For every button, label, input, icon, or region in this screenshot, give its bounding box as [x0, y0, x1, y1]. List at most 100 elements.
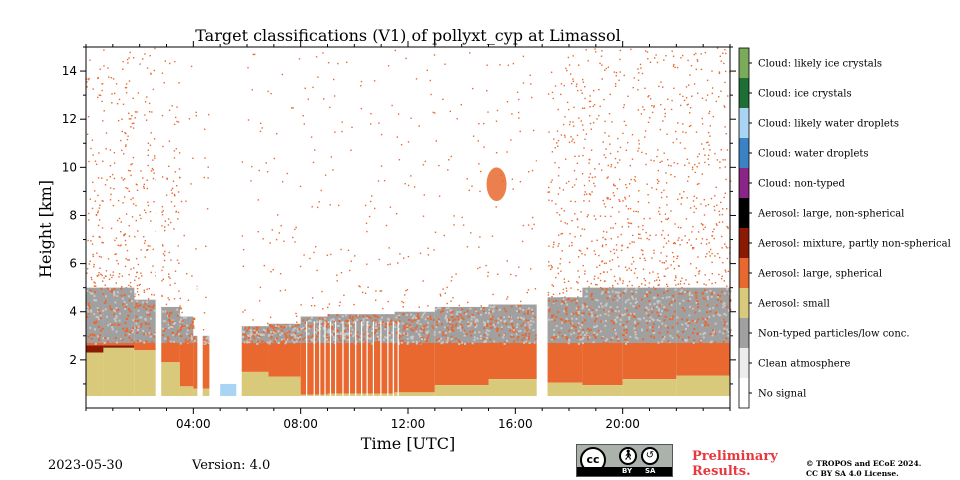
- band-speckle: [459, 319, 462, 322]
- band-speckle: [422, 336, 425, 339]
- band-speckle: [113, 318, 116, 321]
- speckle-mark: [117, 199, 120, 202]
- band-speckle: [524, 329, 527, 332]
- dropout-line: [313, 321, 315, 396]
- band-speckle: [379, 335, 382, 338]
- band-speckle: [495, 319, 498, 322]
- speckle-mark: [652, 286, 655, 288]
- speckle-mark: [575, 178, 577, 180]
- band-speckle: [119, 312, 121, 315]
- band-speckle: [329, 319, 332, 322]
- speckle-mark: [563, 210, 565, 212]
- band-speckle: [369, 316, 372, 319]
- speckle-mark: [205, 296, 207, 299]
- speckle-mark: [112, 274, 114, 277]
- band-speckle: [178, 333, 180, 336]
- chart-title: Target classifications (V1) of pollyxt_c…: [195, 26, 621, 45]
- speckle-mark: [440, 295, 442, 297]
- band-speckle: [137, 305, 140, 308]
- band-speckle: [93, 290, 96, 293]
- band-speckle: [131, 330, 134, 333]
- band-speckle: [397, 316, 400, 318]
- speckle-mark: [708, 154, 710, 157]
- speckle-mark: [565, 67, 567, 70]
- speckle-mark: [618, 79, 620, 81]
- speckle-mark: [659, 161, 661, 163]
- band-speckle: [129, 310, 132, 313]
- band-speckle: [725, 337, 728, 340]
- band-speckle: [651, 318, 654, 321]
- speckle-mark: [621, 249, 623, 252]
- speckle-mark: [674, 130, 677, 133]
- band-speckle: [398, 320, 401, 323]
- speckle-mark: [128, 235, 131, 237]
- band-speckle: [114, 309, 117, 312]
- band-speckle: [508, 315, 510, 318]
- speckle-mark: [665, 260, 667, 262]
- speckle-mark: [640, 67, 642, 69]
- band-speckle: [472, 321, 475, 324]
- band-speckle: [279, 334, 282, 336]
- band-speckle: [634, 315, 637, 318]
- speckle-mark: [569, 233, 571, 235]
- speckle-mark: [707, 203, 710, 206]
- band-speckle: [445, 314, 448, 317]
- speckle-mark: [634, 176, 636, 178]
- band-speckle: [547, 299, 550, 302]
- speckle-mark: [98, 274, 100, 276]
- band-speckle: [264, 329, 267, 332]
- speckle-mark: [601, 64, 603, 66]
- band-speckle: [454, 337, 457, 340]
- speckle-mark: [444, 63, 446, 65]
- speckle-mark: [714, 255, 716, 257]
- speckle-mark: [327, 62, 330, 64]
- speckle-mark: [207, 177, 209, 179]
- speckle-mark: [705, 205, 707, 207]
- band-speckle: [146, 301, 148, 304]
- band-speckle: [723, 324, 726, 327]
- band-speckle: [134, 326, 137, 329]
- speckle-mark: [93, 266, 95, 268]
- cc-license-badge[interactable]: cc 🚶︎ ↺ BY SA: [576, 444, 673, 477]
- speckle-mark: [667, 240, 670, 242]
- band-speckle: [308, 340, 311, 342]
- band-speckle: [696, 300, 699, 302]
- speckle-mark: [601, 169, 603, 171]
- band-speckle: [726, 305, 729, 308]
- band-speckle: [93, 321, 96, 324]
- band-speckle: [674, 288, 677, 291]
- speckle-mark: [707, 141, 709, 143]
- speckle-mark: [173, 298, 176, 300]
- speckle-mark: [596, 239, 598, 241]
- band-speckle: [516, 338, 519, 341]
- speckle-mark: [506, 260, 508, 262]
- band-speckle: [188, 327, 191, 330]
- band-speckle: [708, 316, 711, 319]
- band-speckle: [482, 307, 485, 309]
- band-speckle: [255, 328, 258, 331]
- band-speckle: [331, 327, 334, 330]
- share-alike-icon: ↺: [641, 447, 659, 465]
- speckle-mark: [379, 290, 381, 292]
- colorbar-label: Aerosol: large, non-spherical: [757, 209, 904, 220]
- band-speckle: [470, 318, 473, 321]
- band-speckle: [458, 343, 461, 345]
- speckle-mark: [195, 248, 197, 250]
- band-speckle: [438, 339, 441, 342]
- speckle-mark: [589, 173, 592, 175]
- speckle-mark: [705, 243, 708, 245]
- speckle-mark: [605, 244, 607, 246]
- band-speckle: [316, 332, 319, 335]
- band-speckle: [526, 309, 529, 312]
- speckle-mark: [724, 106, 726, 108]
- speckle-mark: [558, 166, 560, 169]
- band-speckle: [113, 293, 116, 296]
- band-speckle: [280, 325, 283, 328]
- band-speckle: [330, 333, 333, 336]
- speckle-mark: [522, 224, 525, 227]
- band-speckle: [560, 342, 563, 345]
- band-speckle: [245, 334, 248, 337]
- speckle-mark: [92, 253, 94, 256]
- band-speckle: [467, 315, 470, 318]
